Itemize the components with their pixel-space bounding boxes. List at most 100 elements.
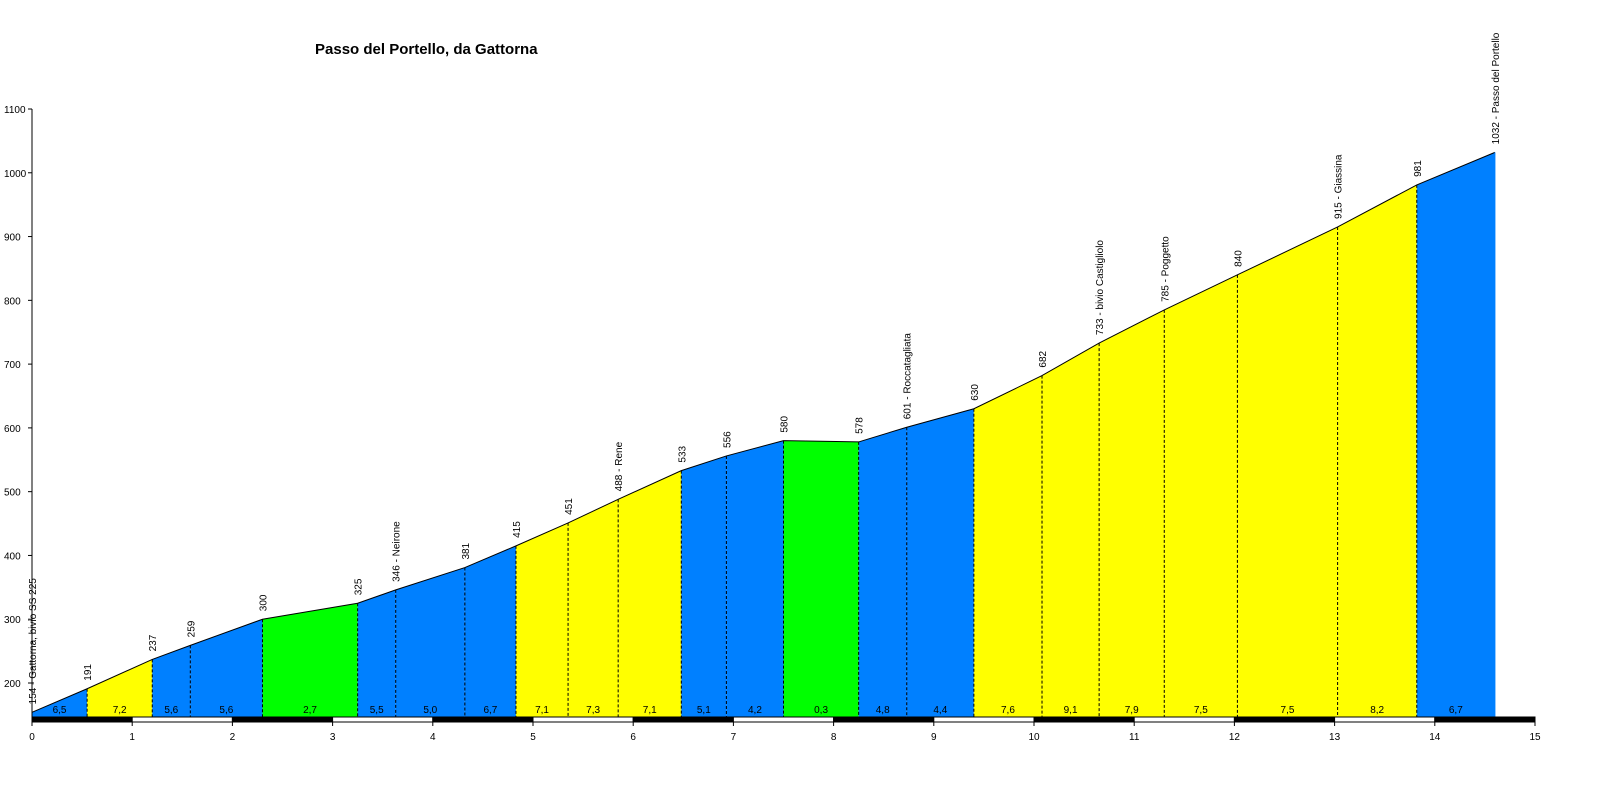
km-bar-block bbox=[1233, 716, 1336, 723]
segment-area bbox=[681, 455, 727, 717]
elevation-label: 533 bbox=[677, 445, 688, 462]
elevation-label: 840 bbox=[1233, 250, 1244, 267]
y-tick-label: 500 bbox=[4, 488, 21, 499]
x-tick-label: 11 bbox=[1129, 732, 1140, 743]
x-tick-label: 13 bbox=[1329, 732, 1341, 743]
segment-area bbox=[1042, 343, 1100, 717]
km-bar-block bbox=[833, 716, 935, 723]
x-axis: 0 1 2 3 4 5 6 7 8 9 10 11 12 13 14 15 bbox=[29, 722, 1541, 743]
gradient-label: 5,1 bbox=[697, 705, 711, 716]
x-tick-label: 3 bbox=[330, 732, 336, 743]
elevation-label: 346 - Neirone bbox=[392, 521, 403, 582]
gradient-label: 7,3 bbox=[586, 705, 600, 716]
elevation-label: 154 - Gattorna, bivio SS 225 bbox=[28, 578, 39, 705]
x-tick-label: 0 bbox=[29, 732, 35, 743]
elevation-label: 381 bbox=[461, 542, 472, 559]
km-scale-bar bbox=[31, 716, 1536, 723]
segment-area bbox=[618, 470, 682, 717]
gradient-labels: 6,5 7,2 5,6 5,6 2,7 5,5 5,0 6,7 7,1 7,3 7,1 5,1 4,2 0… bbox=[53, 705, 1464, 716]
elevation-label: 451 bbox=[564, 498, 575, 515]
gradient-label: 7,6 bbox=[1001, 705, 1015, 716]
gradient-label: 4,8 bbox=[876, 705, 890, 716]
x-tick-label: 7 bbox=[731, 732, 737, 743]
gradient-label: 5,5 bbox=[370, 705, 384, 716]
elevation-label: 580 bbox=[780, 416, 791, 433]
elevation-point-labels: 154 - Gattorna, bivio SS 225 191 237 259 300… bbox=[28, 32, 1502, 704]
segment-area bbox=[783, 440, 859, 717]
segment-area bbox=[152, 645, 191, 717]
elevation-label: 601 - Roccatagliata bbox=[903, 333, 914, 420]
segment-dividers bbox=[86, 184, 1418, 717]
x-tick-label: 10 bbox=[1028, 732, 1040, 743]
segment-area bbox=[1337, 184, 1417, 717]
segment-area bbox=[1099, 309, 1165, 717]
y-tick-label: 400 bbox=[4, 551, 21, 562]
y-tick-label: 300 bbox=[4, 615, 21, 626]
km-bar-block bbox=[1033, 716, 1135, 723]
x-tick-label: 9 bbox=[931, 732, 937, 743]
y-tick-label: 1000 bbox=[4, 169, 27, 180]
segment-area bbox=[464, 545, 516, 717]
gradient-label: 7,1 bbox=[535, 705, 549, 716]
x-tick-label: 5 bbox=[530, 732, 536, 743]
gradient-label: 7,9 bbox=[1125, 705, 1139, 716]
km-bar-block bbox=[432, 716, 534, 723]
elevation-label: 415 bbox=[512, 521, 523, 538]
y-tick-label: 900 bbox=[4, 233, 21, 244]
km-bar-block bbox=[131, 716, 233, 723]
x-tick-label: 6 bbox=[630, 732, 636, 743]
segment-area bbox=[1164, 274, 1238, 717]
y-tick-label: 1100 bbox=[4, 105, 26, 116]
gradient-label: 6,5 bbox=[53, 705, 67, 716]
y-tick-label: 200 bbox=[4, 679, 21, 690]
segment-area bbox=[1416, 152, 1495, 717]
gradient-label: 2,7 bbox=[303, 705, 317, 716]
chart-title: Passo del Portello, da Gattorna bbox=[315, 41, 538, 58]
segment-area bbox=[906, 408, 974, 717]
elevation-label: 325 bbox=[354, 578, 365, 595]
gradient-label: 7,5 bbox=[1281, 705, 1295, 716]
gradient-label: 4,4 bbox=[933, 705, 947, 716]
segment-area bbox=[858, 427, 907, 717]
segment-area bbox=[515, 522, 569, 717]
gradient-label: 9,1 bbox=[1064, 705, 1078, 716]
gradient-label: 0,3 bbox=[814, 705, 828, 716]
km-bar-block bbox=[1334, 716, 1436, 723]
km-bar-block bbox=[1434, 716, 1536, 723]
segment-area bbox=[395, 567, 465, 717]
y-axis: 200 300 400 500 600 700 800 900 1000 1100 bbox=[4, 105, 33, 717]
gradient-label: 5,0 bbox=[423, 705, 437, 716]
elevation-label: 488 - Rene bbox=[614, 441, 625, 491]
elevation-label: 237 bbox=[148, 634, 159, 651]
elevation-label: 733 - bivio Castigliolo bbox=[1095, 240, 1106, 335]
y-tick-label: 600 bbox=[4, 424, 21, 435]
elevation-label: 630 bbox=[970, 384, 981, 401]
elevation-label: 981 bbox=[1413, 160, 1424, 177]
gradient-label: 4,2 bbox=[748, 705, 762, 716]
x-tick-label: 2 bbox=[230, 732, 236, 743]
segment-area bbox=[87, 659, 153, 717]
gradient-label: 7,1 bbox=[643, 705, 657, 716]
x-tick-label: 15 bbox=[1529, 732, 1541, 743]
segment-area bbox=[262, 603, 358, 717]
y-tick-label: 700 bbox=[4, 360, 21, 371]
x-tick-label: 12 bbox=[1229, 732, 1241, 743]
km-bar-block bbox=[532, 716, 634, 723]
profile-segments bbox=[32, 152, 1495, 717]
segment-area bbox=[726, 440, 784, 717]
profile-outline bbox=[31, 151, 1496, 717]
gradient-label: 7,5 bbox=[1194, 705, 1208, 716]
segment-area bbox=[190, 619, 263, 717]
km-bar-block bbox=[231, 716, 334, 723]
gradient-label: 6,7 bbox=[483, 705, 497, 716]
elevation-label: 1032 - Passo del Portello bbox=[1491, 32, 1502, 144]
km-bar-block bbox=[732, 716, 835, 723]
km-bar-block bbox=[1133, 716, 1235, 723]
gradient-label: 6,7 bbox=[1449, 705, 1463, 716]
x-tick-label: 1 bbox=[129, 732, 135, 743]
gradient-label: 7,2 bbox=[113, 705, 127, 716]
segment-area bbox=[357, 589, 396, 717]
x-tick-label: 8 bbox=[831, 732, 837, 743]
km-bar-block bbox=[632, 716, 734, 723]
